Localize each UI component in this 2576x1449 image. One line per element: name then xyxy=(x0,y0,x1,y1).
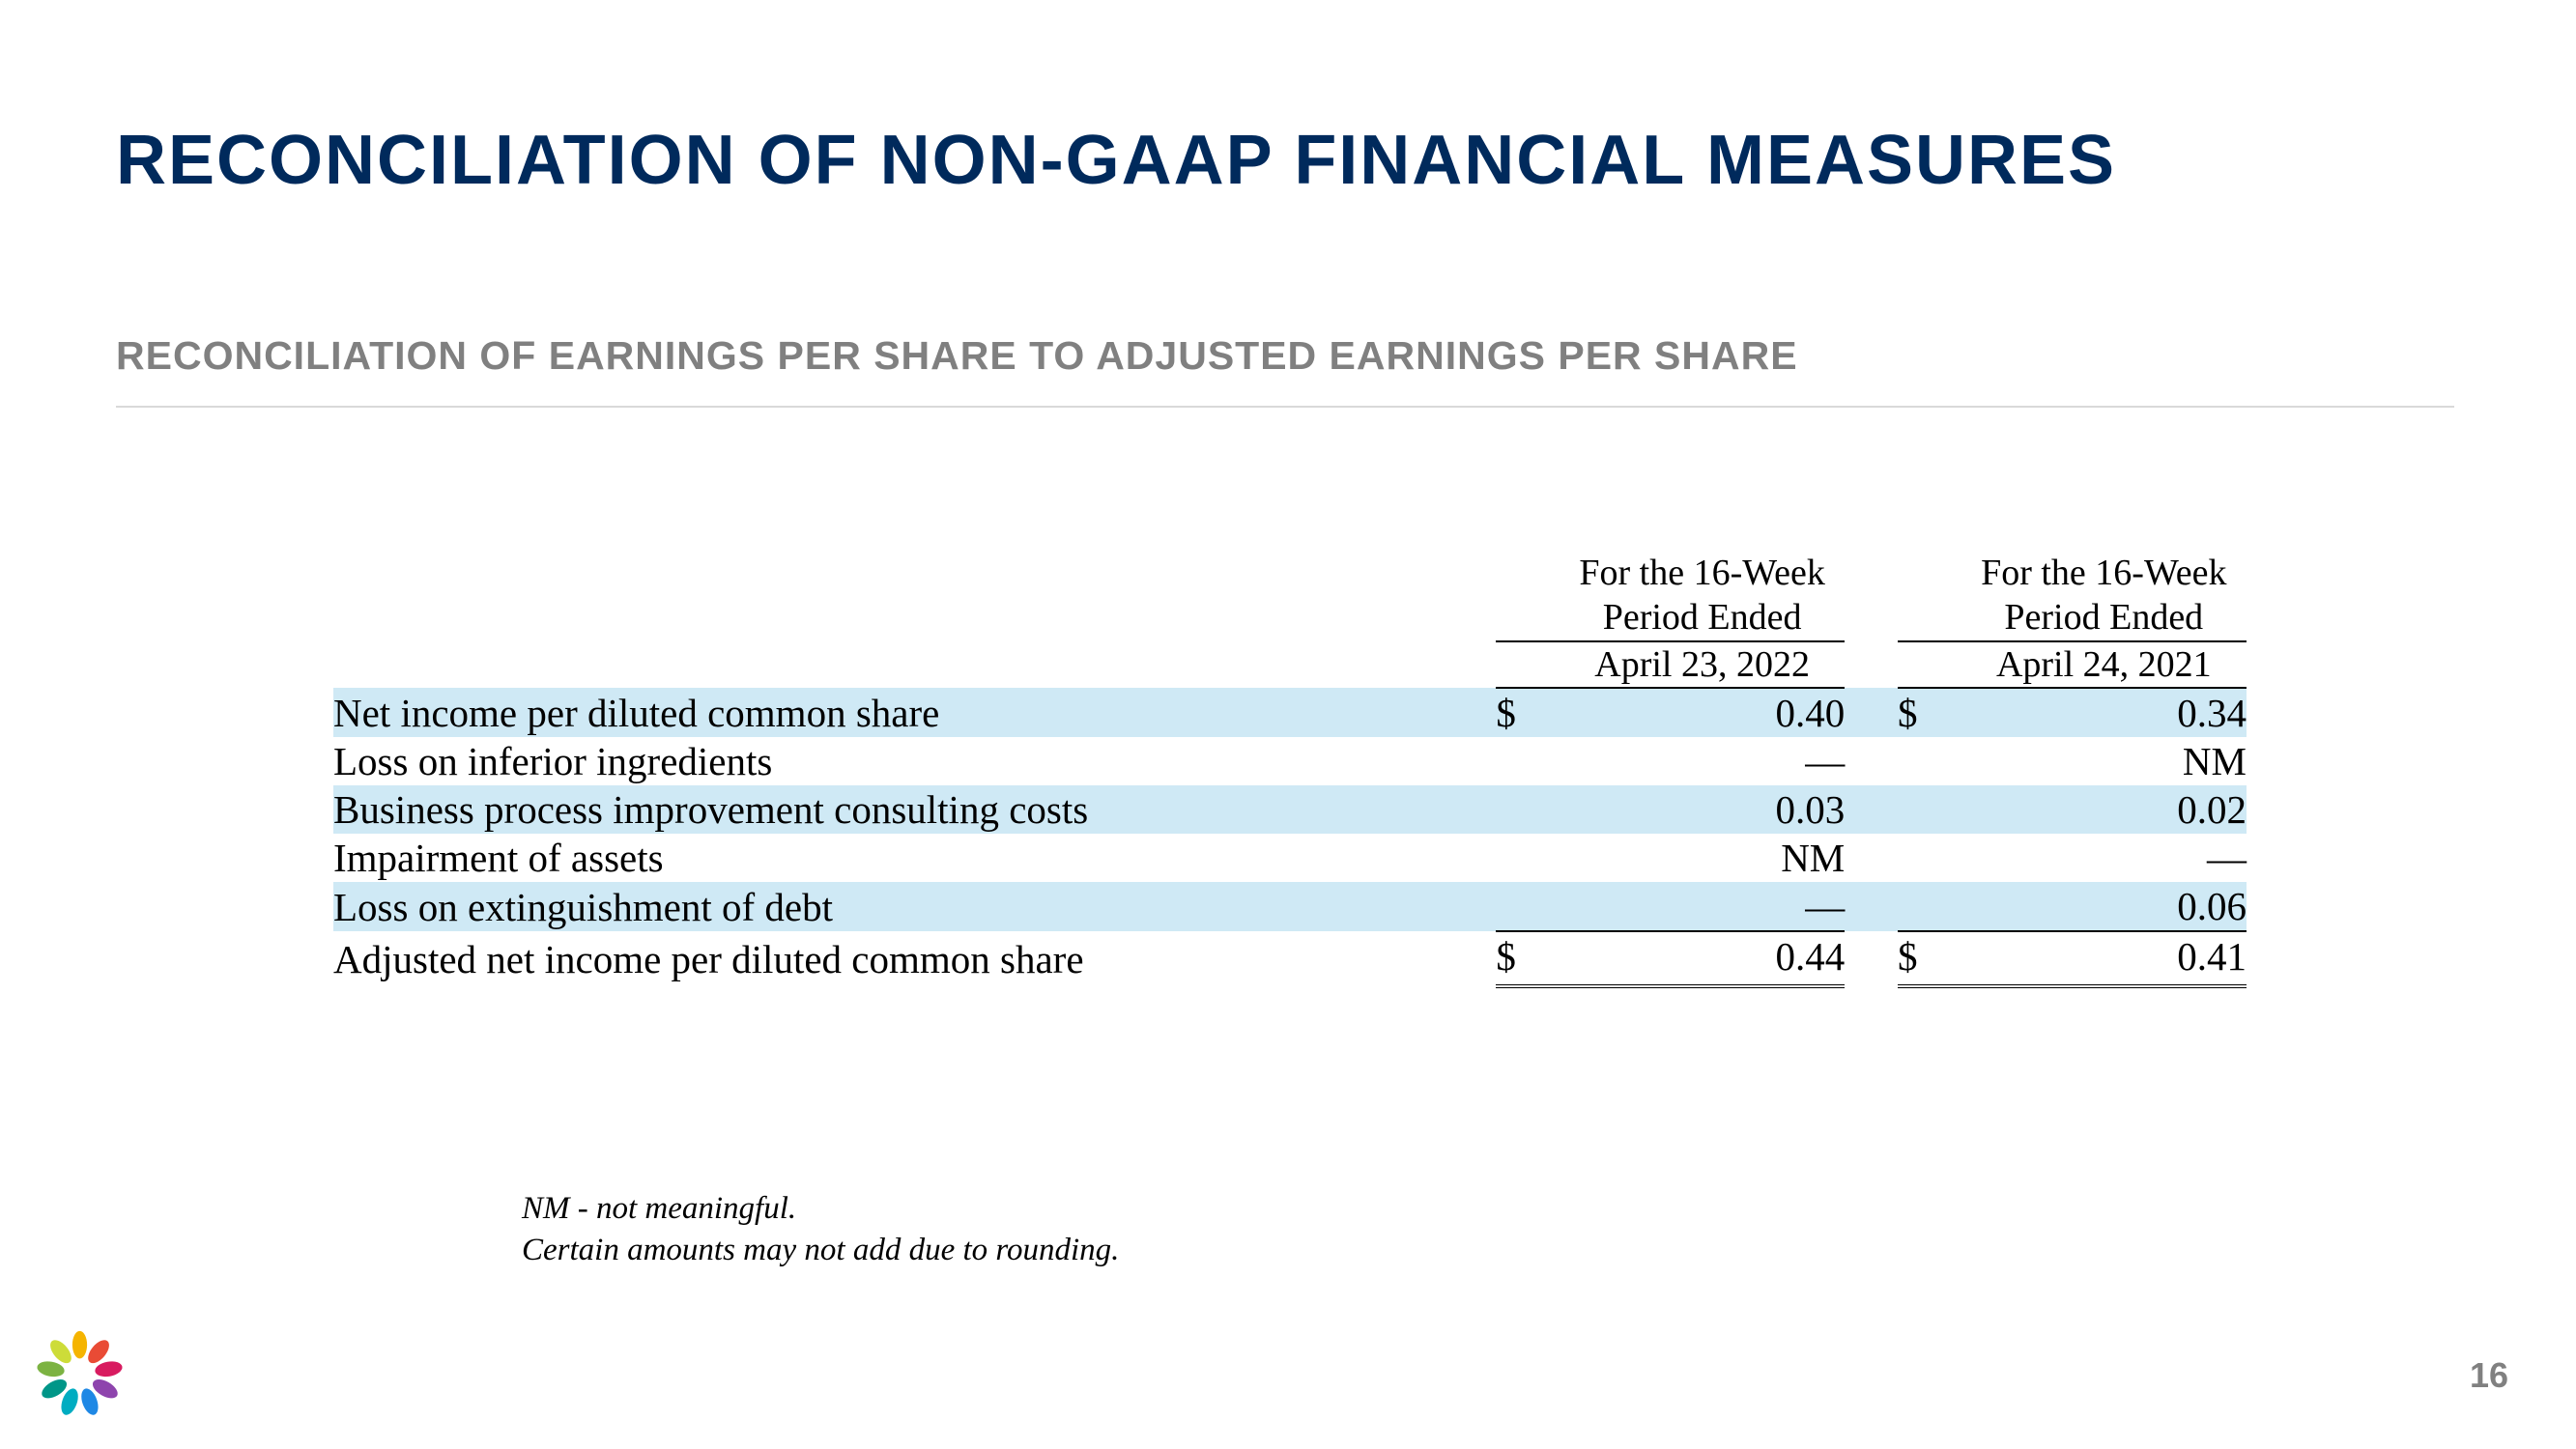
total-val2: 0.41 xyxy=(1961,931,2247,986)
row-val2: NM xyxy=(1961,737,2247,785)
row-label: Loss on inferior ingredients xyxy=(333,737,1496,785)
table-total-row: Adjusted net income per diluted common s… xyxy=(333,931,2247,986)
table-row: Business process improvement consulting … xyxy=(333,785,2247,834)
row-label: Loss on extinguishment of debt xyxy=(333,882,1496,931)
col2-date: April 24, 2021 xyxy=(1961,641,2247,688)
row-sym2: $ xyxy=(1898,688,1961,737)
table-row: Loss on inferior ingredients — NM xyxy=(333,737,2247,785)
row-label: Impairment of assets xyxy=(333,834,1496,882)
footnote-line2: Certain amounts may not add due to round… xyxy=(522,1230,1119,1271)
row-sym1 xyxy=(1496,834,1560,882)
row-val1: — xyxy=(1560,737,1845,785)
row-val2: 0.02 xyxy=(1961,785,2247,834)
row-sym1: $ xyxy=(1496,688,1560,737)
col1-header-line1: For the 16-Week xyxy=(1560,551,1845,595)
row-val1: 0.40 xyxy=(1560,688,1845,737)
total-val1: 0.44 xyxy=(1560,931,1845,986)
row-sym2 xyxy=(1898,737,1961,785)
table-row: Net income per diluted common share $ 0.… xyxy=(333,688,2247,737)
row-val1: — xyxy=(1560,882,1845,931)
table-row: Loss on extinguishment of debt — 0.06 xyxy=(333,882,2247,931)
col1-date: April 23, 2022 xyxy=(1560,641,1845,688)
total-sym1: $ xyxy=(1496,931,1560,986)
row-label: Net income per diluted common share xyxy=(333,688,1496,737)
row-sym2 xyxy=(1898,785,1961,834)
slide: RECONCILIATION OF NON-GAAP FINANCIAL MEA… xyxy=(0,0,2576,1449)
row-label: Business process improvement consulting … xyxy=(333,785,1496,834)
footnote: NM - not meaningful. Certain amounts may… xyxy=(522,1188,1119,1271)
row-sym2 xyxy=(1898,834,1961,882)
table-row: Impairment of assets NM — xyxy=(333,834,2247,882)
page-title: RECONCILIATION OF NON-GAAP FINANCIAL MEA… xyxy=(116,121,2116,200)
row-sym1 xyxy=(1496,882,1560,931)
company-logo-icon xyxy=(34,1328,126,1420)
footnote-line1: NM - not meaningful. xyxy=(522,1188,1119,1230)
row-sym1 xyxy=(1496,785,1560,834)
total-label: Adjusted net income per diluted common s… xyxy=(333,931,1496,986)
reconciliation-table: For the 16-Week For the 16-Week Period E… xyxy=(333,551,2247,988)
row-val1: 0.03 xyxy=(1560,785,1845,834)
page-number: 16 xyxy=(2470,1355,2508,1396)
row-sym2 xyxy=(1898,882,1961,931)
page-subtitle: RECONCILIATION OF EARNINGS PER SHARE TO … xyxy=(116,333,1798,379)
row-val2: 0.06 xyxy=(1961,882,2247,931)
col2-header-line2: Period Ended xyxy=(1961,595,2247,640)
col2-header-line1: For the 16-Week xyxy=(1961,551,2247,595)
total-sym2: $ xyxy=(1898,931,1961,986)
row-val1: NM xyxy=(1560,834,1845,882)
row-val2: 0.34 xyxy=(1961,688,2247,737)
row-val2: — xyxy=(1961,834,2247,882)
divider xyxy=(116,406,2454,408)
col1-header-line2: Period Ended xyxy=(1560,595,1845,640)
row-sym1 xyxy=(1496,737,1560,785)
